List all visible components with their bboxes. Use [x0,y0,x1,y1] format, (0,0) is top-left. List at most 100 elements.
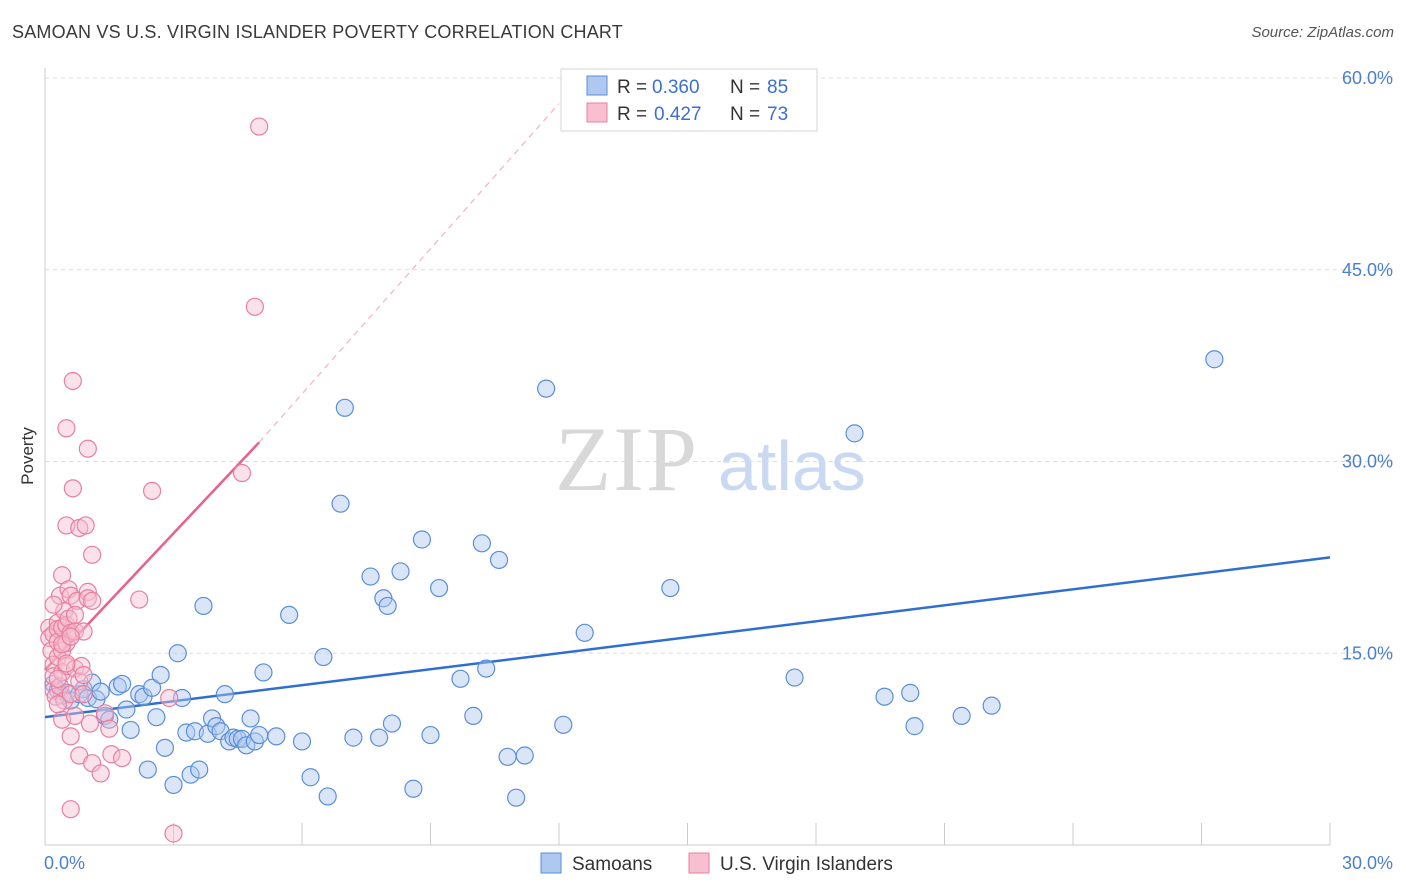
usvi-point [44,595,63,614]
samoans-point [404,779,423,798]
y-tick-label: 45.0% [1342,260,1393,280]
usvi-point [74,685,93,704]
usvi-point [80,714,100,733]
samoans-point [537,379,556,398]
legend-n-label-1: N = [730,77,760,98]
bottom-legend-swatch-usvi [688,852,710,874]
usvi-point [250,117,269,136]
usvi-point [61,627,80,646]
samoans-point [254,663,273,682]
samoans-point [952,706,971,725]
samoans-point [168,644,187,663]
samoans-point [121,720,140,740]
usvi-point [61,800,80,819]
legend-r-value-1: 0.360 [652,77,700,98]
x-tick-label: 30.0% [1342,853,1393,873]
samoans-point [190,760,209,779]
y-tick-label: 15.0% [1342,643,1393,663]
samoans-point [370,728,389,747]
usvi-point [100,719,119,738]
usvi-point [57,419,76,438]
usvi-point [130,590,149,609]
samoans-point [575,623,594,642]
samoans-point [331,494,350,513]
y-tick-label: 60.0% [1342,68,1393,88]
samoans-trend-line [44,556,1331,719]
samoans-point [515,746,534,765]
usvi-point [164,824,183,843]
samoans-point [489,550,509,570]
usvi-trend-extension [258,103,560,443]
samoans-point [901,683,920,702]
samoans-point [335,398,354,417]
samoans-point [464,706,483,725]
usvi-point [63,479,82,498]
usvi-point [83,591,102,610]
samoans-point [554,715,573,734]
trend-lines [44,103,1331,719]
samoans-point [181,765,200,784]
samoans-point [194,596,213,616]
axes [44,68,1331,846]
usvi-point [95,704,115,723]
samoans-point [477,659,496,678]
y-tick-labels: 15.0% 30.0% 45.0% 60.0% [1342,68,1393,663]
samoans-point [147,708,166,727]
usvi-trend-line [44,441,261,671]
samoans-point [117,700,136,719]
legend-swatch-usvi [586,102,608,123]
usvi-point [61,727,80,746]
bottom-legend-label-samoans: Samoans [572,854,652,875]
watermark-zip: ZIP [555,408,699,510]
samoans-point [280,605,299,625]
usvi-point [48,669,67,688]
samoans-point [318,787,337,806]
y-tick-label: 30.0% [1342,452,1393,472]
usvi-point [74,665,93,685]
x-tick-label: 0.0% [44,853,85,873]
top-legend: R = 0.360 N = 85 R = 0.427 N = 73 [560,68,818,132]
samoans-point [138,760,157,779]
legend-r-value-2: 0.427 [654,104,702,125]
usvi-point [83,545,102,564]
usvi-point [245,297,264,316]
legend-swatch-samoans [586,75,608,96]
usvi-point [65,706,85,725]
usvi-point [142,481,162,501]
samoans-point [507,788,526,807]
usvi-point [76,516,95,535]
samoans-point [382,714,402,733]
samoans-point [292,732,312,751]
samoans-point [498,747,517,766]
usvi-point [160,688,179,708]
samoans-point [378,596,397,616]
samoans-point [155,738,175,757]
samoans-point [267,727,286,746]
samoans-point [91,682,110,701]
samoans-point [1205,350,1224,369]
usvi-point [112,748,132,768]
legend-n-value-2: 73 [767,104,788,125]
bottom-legend: Samoans U.S. Virgin Islanders [540,852,893,875]
usvi-point [102,745,121,764]
samoans-point [215,685,234,704]
samoans-point [982,696,1001,715]
usvi-point [232,463,252,483]
usvi-point [57,654,76,673]
samoans-point [172,688,192,708]
samoans-point [451,669,470,688]
samoans-point [421,725,440,745]
y-axis-label: Poverty [18,427,37,485]
samoans-point [241,709,260,728]
samoans-point [429,578,449,598]
samoans-point [344,728,363,747]
chart-title: SAMOAN VS U.S. VIRGIN ISLANDER POVERTY C… [12,22,623,42]
usvi-point [63,371,82,391]
legend-r-label-2: R = [617,104,647,125]
samoans-point [361,567,380,586]
samoans-point [661,578,680,598]
bottom-legend-label-usvi: U.S. Virgin Islanders [720,854,893,875]
legend-r-label-1: R = [617,77,647,98]
usvi-point [78,582,97,601]
